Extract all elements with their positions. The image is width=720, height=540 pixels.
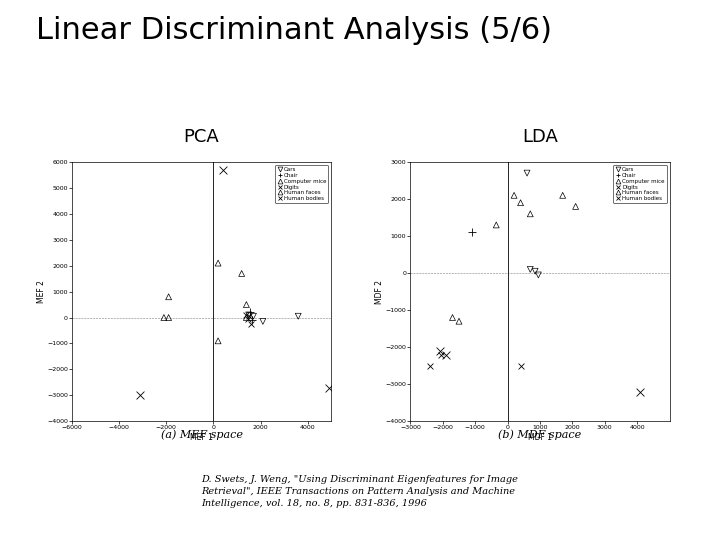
X-axis label: MDF 1: MDF 1: [528, 433, 552, 442]
Point: [212, 259, 224, 267]
Point: [433, 347, 445, 355]
Point: [243, 312, 254, 321]
Point: [635, 387, 647, 396]
Text: LDA: LDA: [522, 128, 558, 146]
Point: [440, 350, 452, 359]
Point: [246, 320, 257, 328]
Point: [163, 293, 174, 301]
Point: [242, 314, 253, 323]
Point: [508, 191, 520, 200]
Point: [240, 300, 252, 309]
X-axis label: MEF 1: MEF 1: [190, 433, 213, 442]
Legend: Cars, Chair, Computer mice, Digits, Human faces, Human bodies: Cars, Chair, Computer mice, Digits, Huma…: [613, 165, 667, 204]
Point: [521, 169, 533, 178]
Point: [163, 313, 174, 322]
Point: [515, 198, 526, 207]
Point: [135, 391, 146, 400]
Point: [446, 313, 458, 322]
Point: [240, 313, 252, 322]
Point: [240, 311, 252, 320]
Point: [257, 317, 269, 326]
Point: [533, 271, 544, 279]
Point: [570, 202, 582, 211]
Point: [424, 361, 436, 370]
Point: [515, 361, 526, 370]
Y-axis label: MEF 2: MEF 2: [37, 280, 45, 303]
Point: [243, 310, 254, 319]
Point: [557, 191, 569, 200]
Text: (b) MDF space: (b) MDF space: [498, 429, 582, 440]
Point: [217, 165, 228, 174]
Text: (a) MEF space: (a) MEF space: [161, 429, 243, 440]
Point: [212, 336, 224, 345]
Point: [323, 383, 335, 392]
Point: [244, 308, 256, 316]
Point: [236, 269, 248, 278]
Point: [292, 312, 304, 321]
Point: [524, 210, 536, 218]
Legend: Cars, Chair, Computer mice, Digits, Human faces, Human bodies: Cars, Chair, Computer mice, Digits, Huma…: [275, 165, 328, 204]
Text: Linear Discriminant Analysis (5/6): Linear Discriminant Analysis (5/6): [36, 16, 552, 45]
Point: [158, 313, 170, 322]
Point: [490, 221, 502, 230]
Point: [529, 267, 541, 275]
Point: [248, 312, 259, 321]
Point: [524, 265, 536, 274]
Y-axis label: MDF 2: MDF 2: [375, 280, 384, 303]
Text: D. Swets, J. Weng, "Using Discriminant Eigenfeatures for Image
Retrieval", IEEE : D. Swets, J. Weng, "Using Discriminant E…: [202, 475, 518, 508]
Text: PCA: PCA: [184, 128, 220, 146]
Point: [436, 350, 447, 359]
Point: [454, 317, 465, 326]
Point: [467, 228, 478, 237]
Point: [246, 316, 258, 325]
